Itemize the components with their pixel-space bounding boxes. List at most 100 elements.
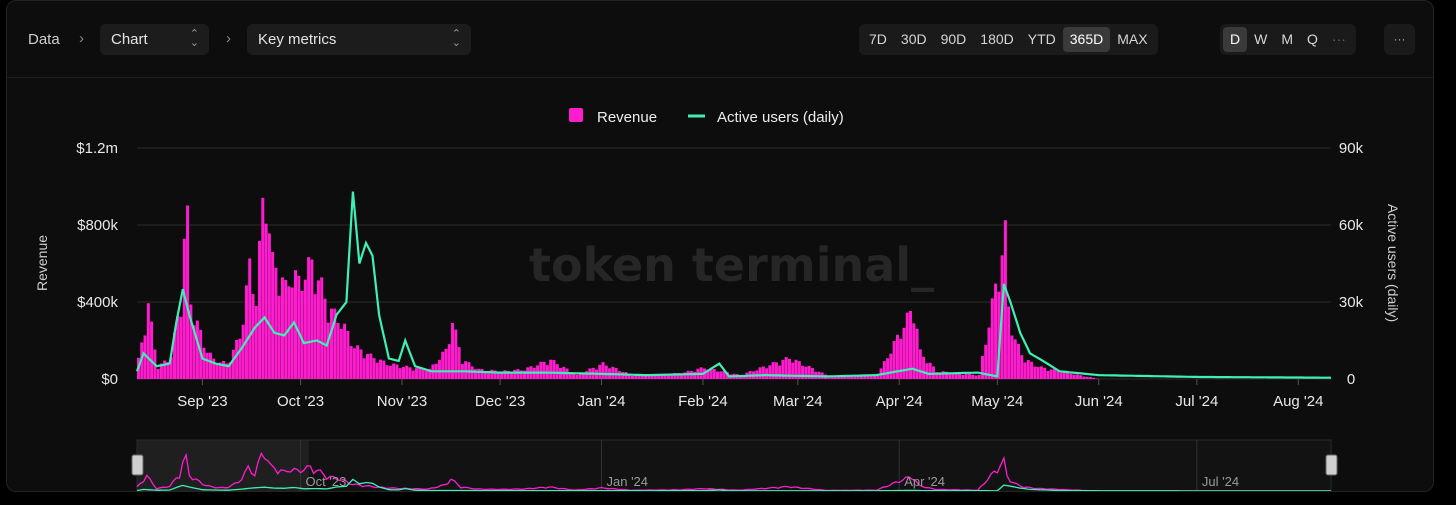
select-arrows-icon: ⌃ ⌄ xyxy=(451,28,461,49)
revenue-bar xyxy=(205,352,209,379)
revenue-bar xyxy=(1010,335,1014,379)
toolbar: Data › Chart ⌃ ⌄ › Key metrics ⌃ ⌄ 7D 30D 90… xyxy=(7,1,1433,78)
range-option-7d[interactable]: 7D xyxy=(869,31,887,47)
legend-revenue-swatch xyxy=(569,108,583,122)
revenue-bar xyxy=(1016,343,1020,379)
revenue-bar xyxy=(810,368,814,379)
revenue-bar xyxy=(428,368,432,379)
revenue-bar xyxy=(316,280,320,379)
revenue-bar xyxy=(1036,366,1040,379)
revenue-bar xyxy=(307,257,311,379)
x-tick-label: Jan '24 xyxy=(578,393,626,410)
y-left-tick-label: $0 xyxy=(101,371,118,388)
range-navigator[interactable]: Oct '23 Jan '24 Apr '24 Jul '24 xyxy=(131,439,1338,492)
revenue-bar xyxy=(1023,362,1027,379)
revenue-bar xyxy=(258,240,262,379)
revenue-bar xyxy=(971,374,975,379)
range-option-90d[interactable]: 90D xyxy=(940,31,967,47)
revenue-bar xyxy=(339,328,343,379)
range-option-365d[interactable]: 365D xyxy=(1062,27,1111,52)
granularity-option-more[interactable]: ··· xyxy=(1331,31,1346,47)
navigator-right-handle[interactable] xyxy=(1325,454,1338,476)
x-tick-label: Feb '24 xyxy=(678,393,728,410)
chevron-right-icon: › xyxy=(226,30,231,47)
legend-revenue-label: Revenue xyxy=(597,109,657,126)
revenue-bar xyxy=(408,367,412,379)
range-option-max[interactable]: MAX xyxy=(1117,31,1148,47)
revenue-bar xyxy=(235,339,239,379)
revenue-bar xyxy=(254,305,258,379)
revenue-bar xyxy=(290,287,294,379)
revenue-bar xyxy=(362,358,366,379)
revenue-bar xyxy=(954,372,958,379)
select-arrows-icon: ⌃ ⌄ xyxy=(189,28,199,49)
metric-select-value: Key metrics xyxy=(258,31,337,48)
y-left-tick-label: $1.2m xyxy=(76,140,118,157)
revenue-bar xyxy=(228,362,232,379)
range-option-30d[interactable]: 30D xyxy=(900,31,927,47)
revenue-bar xyxy=(1062,371,1066,379)
revenue-bar xyxy=(401,366,405,379)
revenue-bar xyxy=(994,283,998,379)
granularity-option-m[interactable]: M xyxy=(1281,31,1294,47)
revenue-bar xyxy=(859,375,863,379)
revenue-bar xyxy=(372,358,376,379)
granularity-option-d[interactable]: D xyxy=(1223,27,1248,52)
revenue-bar xyxy=(487,370,491,379)
chart-select[interactable]: Chart ⌃ ⌄ xyxy=(100,24,209,55)
revenue-bar xyxy=(343,323,347,379)
revenue-bar xyxy=(915,328,919,379)
revenue-bar xyxy=(1079,375,1083,379)
revenue-bar xyxy=(774,362,778,379)
revenue-bar xyxy=(202,347,206,379)
revenue-bar xyxy=(405,365,409,379)
y-axis-right-title: Active users (daily) xyxy=(1385,204,1401,322)
revenue-bar xyxy=(539,361,543,379)
revenue-bar xyxy=(441,351,445,379)
revenue-bar xyxy=(846,375,850,379)
granularity-option-w[interactable]: W xyxy=(1254,31,1268,47)
revenue-bar xyxy=(284,279,288,379)
revenue-bar xyxy=(693,371,697,379)
breadcrumb-data[interactable]: Data xyxy=(28,31,60,48)
revenue-bar xyxy=(336,322,340,379)
revenue-bar xyxy=(882,361,886,379)
revenue-bar xyxy=(320,277,324,379)
revenue-bar xyxy=(873,375,877,379)
chevron-right-icon: › xyxy=(79,30,84,47)
range-option-180d[interactable]: 180D xyxy=(980,31,1014,47)
revenue-bar xyxy=(709,368,713,379)
more-options-button[interactable]: ··· xyxy=(1384,24,1415,55)
revenue-bar xyxy=(212,358,216,379)
revenue-bar xyxy=(1020,355,1024,379)
revenue-bar xyxy=(804,366,808,379)
legend-users-label: Active users (daily) xyxy=(717,109,844,126)
revenue-bar xyxy=(421,369,425,379)
y-right-tick-label: 0 xyxy=(1347,371,1355,388)
navigator-left-handle[interactable] xyxy=(131,454,144,476)
revenue-bar xyxy=(473,369,477,379)
revenue-bar xyxy=(637,374,641,379)
navigator-label: Jul '24 xyxy=(1202,474,1239,489)
revenue-bar xyxy=(169,357,173,379)
revenue-bar xyxy=(248,258,252,379)
revenue-bar xyxy=(379,359,383,379)
granularity-option-q[interactable]: Q xyxy=(1307,31,1318,47)
revenue-bar xyxy=(1043,367,1047,379)
revenue-bar xyxy=(493,370,497,379)
revenue-bar xyxy=(938,372,942,379)
revenue-bar xyxy=(313,294,317,379)
revenue-bar xyxy=(984,344,988,379)
revenue-bar xyxy=(352,348,356,379)
revenue-bar xyxy=(274,267,278,379)
revenue-bar xyxy=(650,373,654,379)
revenue-bar xyxy=(244,285,248,379)
range-option-ytd[interactable]: YTD xyxy=(1027,31,1056,47)
metric-select[interactable]: Key metrics ⌃ ⌄ xyxy=(247,24,471,55)
navigator-label: Jan '24 xyxy=(607,474,649,489)
revenue-bar xyxy=(182,238,186,379)
revenue-bar xyxy=(189,304,193,379)
revenue-bar xyxy=(326,322,330,379)
revenue-bar xyxy=(179,316,183,379)
revenue-bar xyxy=(640,374,644,379)
